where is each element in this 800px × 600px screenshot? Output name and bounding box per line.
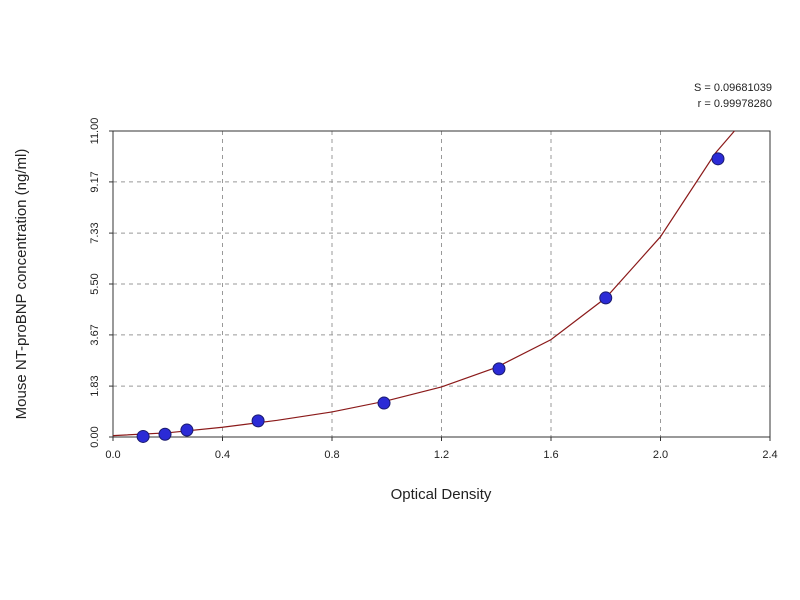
data-point xyxy=(599,291,613,305)
fit-curve xyxy=(113,130,735,437)
annotation: S = 0.09681039 xyxy=(694,82,772,94)
x-tick-label: 0.0 xyxy=(105,449,120,461)
data-point xyxy=(711,152,725,166)
y-tick-label: 1.83 xyxy=(89,375,101,396)
data-point xyxy=(251,414,265,428)
data-point xyxy=(492,362,506,376)
data-point xyxy=(377,396,391,410)
x-tick-label: 0.4 xyxy=(215,449,230,461)
annotation: r = 0.99978280 xyxy=(698,98,772,110)
y-tick-label: 9.17 xyxy=(89,171,101,192)
y-tick-label: 3.67 xyxy=(89,324,101,345)
y-tick-label: 5.50 xyxy=(89,273,101,294)
x-tick-label: 1.2 xyxy=(434,449,449,461)
data-point xyxy=(180,423,194,437)
y-axis-title: Mouse NT-proBNP concentration (ng/ml) xyxy=(13,149,30,420)
x-tick-label: 2.0 xyxy=(653,449,668,461)
x-axis-title: Optical Density xyxy=(391,486,492,503)
x-tick-label: 0.8 xyxy=(324,449,339,461)
y-tick-label: 0.00 xyxy=(89,426,101,447)
data-point xyxy=(136,429,150,443)
y-tick-label: 11.00 xyxy=(89,118,101,145)
data-point xyxy=(158,427,172,441)
x-tick-label: 2.4 xyxy=(762,449,777,461)
y-tick-label: 7.33 xyxy=(89,222,101,243)
x-tick-label: 1.6 xyxy=(543,449,558,461)
plot-frame xyxy=(112,130,771,438)
